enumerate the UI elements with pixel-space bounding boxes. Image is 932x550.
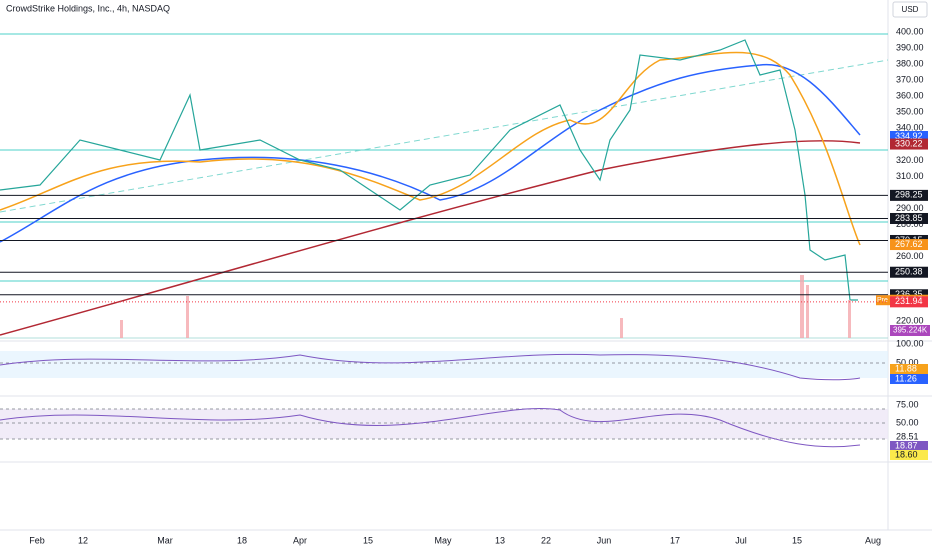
price-path [0,39,858,301]
osc-tag [890,450,928,460]
price-tag-label: 236.35 [895,289,923,299]
time-label: 15 [363,535,373,545]
time-label: 13 [495,535,505,545]
osc-tag-label: 18.87 [895,440,918,450]
price-tick-label: 260.00 [896,251,924,261]
price-tag-label: 267.62 [895,239,923,249]
time-label: 17 [670,535,680,545]
rsi-tag-label: 11.26 [895,373,917,383]
osc-tag-label: 18.60 [895,449,918,459]
volume-bars [120,275,851,338]
osc-line [0,408,861,448]
price-tick-label: 350.00 [896,107,924,117]
ma-20 [0,51,861,246]
time-label: 18 [237,535,247,545]
price-tag [890,212,928,224]
pre-badge [876,295,890,306]
pre-label: Pre [877,297,888,304]
time-label: Jun [597,535,612,545]
price-tag-label: 250.38 [895,267,923,277]
osc-tick: 100.00 [896,338,924,348]
time-label: May [434,535,452,545]
price-tag-label: 298.25 [895,190,923,200]
rsi-tick: 50.00 [896,357,919,367]
time-label: 15 [792,535,802,545]
rsi-tag [890,364,928,374]
price-tick-label: 290.00 [896,203,924,213]
price-tag [890,266,928,278]
time-label: 12 [78,535,88,545]
symbol-title: CrowdStrike Holdings, Inc., 4h, NASDAQ [6,3,170,13]
price-tick-label: 310.00 [896,171,924,181]
price-tag [890,239,928,251]
osc-tick: 28.51 [896,431,919,441]
volume-tag [890,325,930,336]
price-tick-label: 370.00 [896,75,924,85]
osc-tick: 75.00 [896,399,919,409]
price-tick-label: 360.00 [896,91,924,101]
ma-200 [0,140,861,336]
currency[interactable]: USD [902,5,919,14]
time-label: 22 [541,535,551,545]
price-tick-label: 220.00 [896,315,924,325]
price-tag-label: 283.85 [895,213,923,223]
plot-area [0,0,888,530]
price-tag-label: 231.94 [895,296,923,306]
osc-tag [890,441,928,451]
price-tag [890,189,928,201]
price-tag [890,296,928,308]
trend-line [0,59,889,213]
volume-tag-label: 395.224K [893,326,928,335]
ma-50 [0,63,861,243]
rsi-band [0,351,888,378]
osc-band [0,409,888,439]
price-tag-label: 334.92 [895,131,923,141]
time-label: Jul [735,535,747,545]
currency-button[interactable] [892,1,928,18]
time-label: Apr [293,535,307,545]
time-label: Aug [865,535,881,545]
osc-tick: 50.00 [896,417,919,427]
rsi-line [0,353,861,381]
rsi-tag [890,374,928,384]
price-tick-label: 340.00 [896,123,924,133]
time-label: Feb [29,535,45,545]
price-tick-label: 280.00 [896,219,924,229]
price-tick-label: 380.00 [896,58,924,68]
rsi-tag-label: 11.88 [895,363,917,373]
price-tick-label: 400.00 [896,26,924,36]
price-tag-label: 330.22 [895,138,923,148]
price-tick-label: 320.00 [896,155,924,165]
price-tick-label: 390.00 [896,42,924,52]
time-label: Mar [157,535,173,545]
price-tag [890,130,928,142]
price-tag [890,138,928,150]
